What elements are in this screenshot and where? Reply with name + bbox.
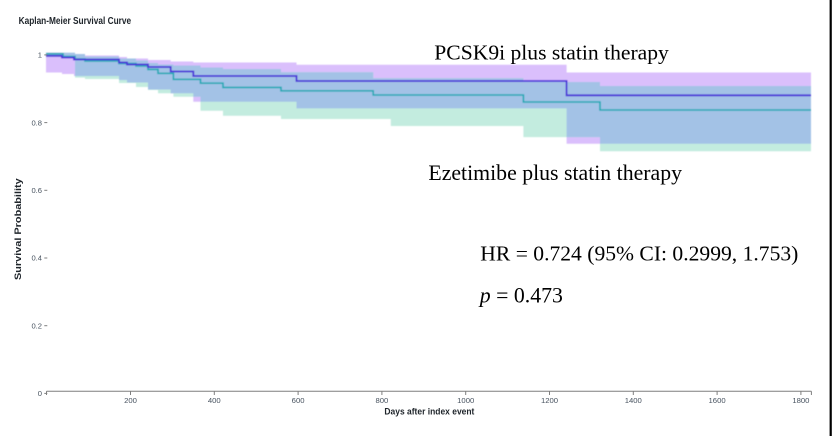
- svg-text:1600: 1600: [709, 396, 726, 405]
- svg-text:0.4: 0.4: [31, 254, 42, 263]
- svg-text:p = 0.473: p = 0.473: [478, 284, 563, 308]
- svg-text:Kaplan-Meier Survival Curve: Kaplan-Meier Survival Curve: [19, 16, 132, 27]
- svg-text:600: 600: [292, 396, 305, 405]
- svg-text:800: 800: [375, 396, 388, 405]
- svg-text:400: 400: [208, 396, 221, 405]
- svg-text:Days after index event: Days after index event: [384, 406, 475, 417]
- svg-text:0.6: 0.6: [31, 186, 42, 195]
- svg-text:0.2: 0.2: [31, 321, 42, 330]
- svg-text:1200: 1200: [541, 396, 558, 405]
- svg-text:PCSK9i plus statin therapy: PCSK9i plus statin therapy: [434, 41, 669, 65]
- svg-text:200: 200: [124, 396, 137, 405]
- svg-text:1800: 1800: [792, 396, 809, 405]
- svg-text:0: 0: [38, 389, 42, 398]
- svg-text:Ezetimibe plus statin therapy: Ezetimibe plus statin therapy: [428, 161, 682, 185]
- svg-text:1: 1: [38, 51, 42, 60]
- svg-text:1000: 1000: [457, 396, 474, 405]
- svg-text:1400: 1400: [625, 396, 642, 405]
- svg-text:0.8: 0.8: [31, 118, 42, 127]
- svg-text:HR = 0.724 (95% CI: 0.2999, 1.: HR = 0.724 (95% CI: 0.2999, 1.753): [480, 242, 798, 266]
- svg-text:Survival Probability: Survival Probability: [13, 178, 24, 280]
